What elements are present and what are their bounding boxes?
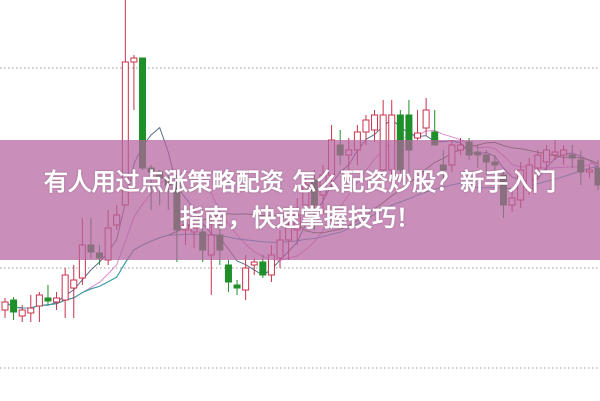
candle-up [130,57,138,63]
candle-up [1,301,9,311]
candle-down [233,284,241,289]
candle-up [70,279,78,289]
candle-up [61,274,69,301]
candle-up [414,132,422,139]
candle-up [250,261,258,266]
candle-down [44,297,52,302]
candle-down [10,299,18,313]
title-line-1: 有人用过点涨策略配资 怎么配资炒股？新手入门 [43,168,557,196]
candle-up [371,114,379,131]
candle-up [422,109,430,129]
candle-up [27,307,35,314]
candle-up [53,297,61,303]
candle-up [18,309,26,317]
title-line-2: 指南，快速掌握技巧！ [180,204,420,232]
title-banner: 有人用过点涨策略配资 怎么配资炒股？新手入门 指南，快速掌握技巧！ [0,140,600,260]
candle-up [242,267,250,291]
candle-up [362,119,370,133]
candle-down [259,261,267,276]
candle-down [224,264,232,283]
candle-up [35,294,43,307]
